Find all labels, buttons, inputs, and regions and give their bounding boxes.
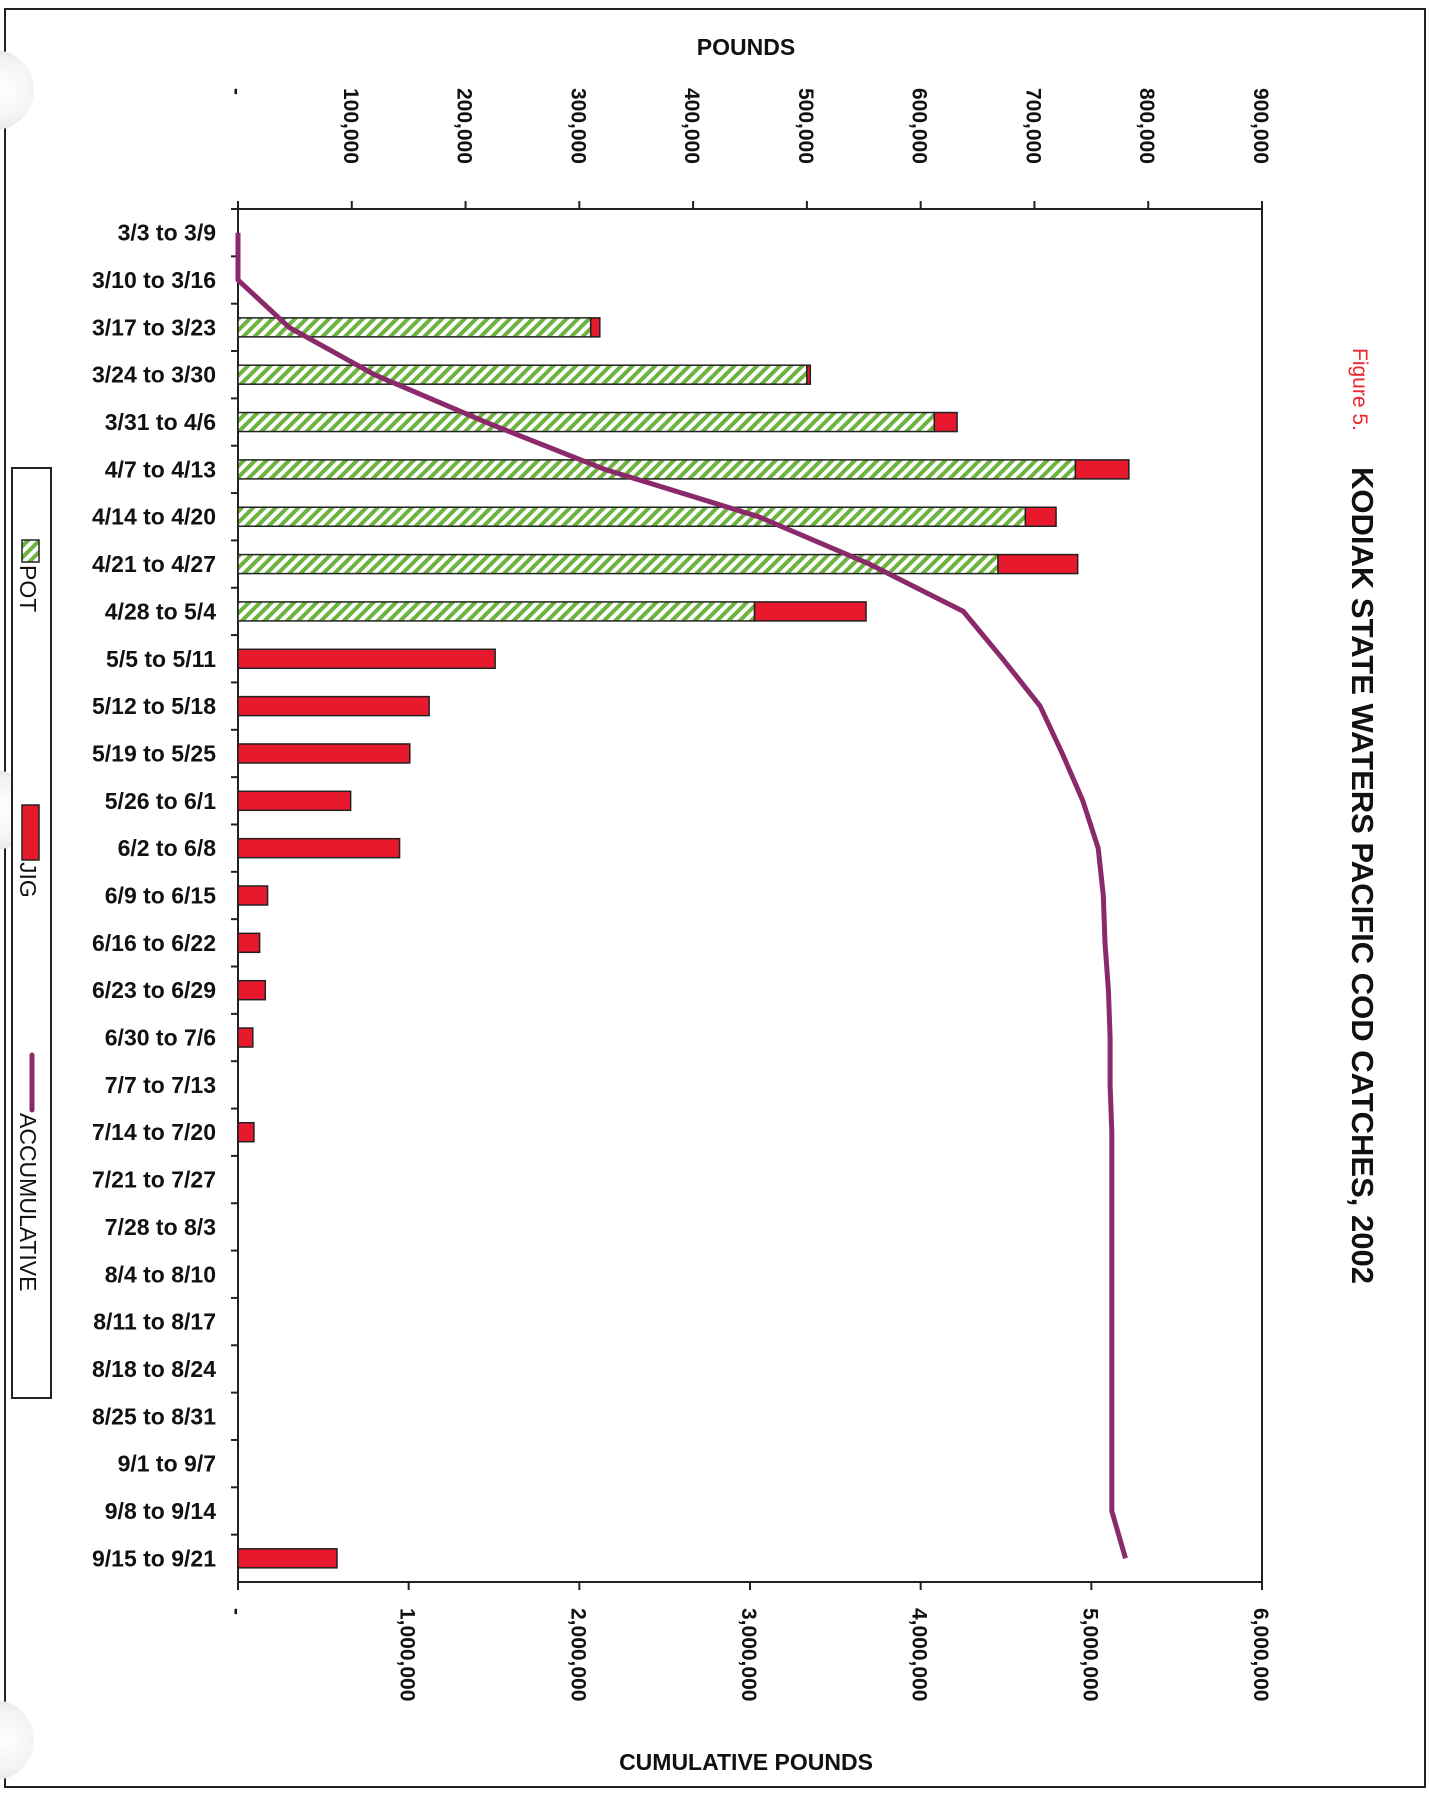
primary-tick-label: 100,000 <box>339 88 362 164</box>
category-labels: 3/3 to 3/9 3/10 to 3/16 3/17 to 3/23 3/24 t… <box>92 208 238 1571</box>
primary-tick-label: 800,000 <box>1135 88 1158 164</box>
category-label: 9/1 to 9/7 <box>118 1451 216 1477</box>
secondary-tick-label: 3,000,000 <box>737 1608 760 1701</box>
primary-axis-title: POUNDS <box>697 34 795 60</box>
primary-tick-label: 500,000 <box>794 88 817 164</box>
pot-bar <box>237 506 1027 527</box>
secondary-tick-label: 5,000,000 <box>1078 1608 1101 1701</box>
primary-tick-label: - <box>225 88 248 95</box>
primary-axis-ticks: - 100,000 200,000 300,000 400,000 500,000 600,… <box>225 88 1272 209</box>
category-label: 8/11 to 8/17 <box>93 1309 216 1335</box>
secondary-tick-label: 1,000,000 <box>396 1608 419 1701</box>
category-label: 7/28 to 8/3 <box>105 1214 216 1240</box>
chart-title: KODIAK STATE WATERS PACIFIC COD CATCHES,… <box>1345 467 1380 1284</box>
legend: POT JIG ACCUMULATIVE <box>11 467 52 1399</box>
jig-bar <box>806 364 812 385</box>
category-label: 8/4 to 8/10 <box>105 1261 216 1287</box>
jig-bar <box>237 837 401 859</box>
jig-bar <box>933 411 958 433</box>
primary-tick-label: 600,000 <box>908 88 931 164</box>
category-label: 4/21 to 4/27 <box>92 551 216 577</box>
category-label: 6/2 to 6/8 <box>118 835 217 861</box>
secondary-axis-ticks: - 1,000,000 2,000,000 3,000,000 4,000,000 5,0… <box>225 1582 1272 1701</box>
legend-jig-swatch <box>21 804 40 861</box>
secondary-tick-label: 6,000,000 <box>1249 1608 1272 1701</box>
secondary-axis-title: CUMULATIVE POUNDS <box>619 1749 873 1775</box>
primary-tick-label: 700,000 <box>1021 88 1044 164</box>
category-label: 6/30 to 7/6 <box>105 1025 216 1051</box>
jig-bar <box>237 1027 254 1048</box>
category-label: 3/3 to 3/9 <box>118 220 216 246</box>
category-label: 9/8 to 9/14 <box>105 1498 216 1524</box>
category-label: 5/12 to 5/18 <box>92 693 216 719</box>
category-label: 6/9 to 6/15 <box>105 883 216 909</box>
category-label: 7/21 to 7/27 <box>92 1167 216 1193</box>
pot-bar <box>237 364 808 385</box>
category-label: 6/23 to 6/29 <box>92 977 216 1003</box>
jig-bar <box>237 790 352 812</box>
jig-bar <box>997 553 1079 575</box>
jig-bar <box>237 1548 338 1569</box>
category-label: 3/31 to 4/6 <box>105 409 216 435</box>
jig-bar <box>237 648 496 670</box>
jig-bar <box>1024 506 1057 527</box>
accumulative-line <box>235 232 1128 1559</box>
category-label: 4/28 to 5/4 <box>105 598 216 624</box>
legend-pot-swatch <box>21 539 40 563</box>
pot-bar <box>237 601 756 622</box>
secondary-tick-label: - <box>225 1608 248 1615</box>
secondary-tick-label: 4,000,000 <box>908 1608 931 1701</box>
legend-jig-label: JIG <box>15 862 41 898</box>
jig-bar <box>1074 459 1130 480</box>
category-label: 5/19 to 5/25 <box>92 740 216 766</box>
jig-bar <box>753 601 867 622</box>
jig-bar <box>237 743 411 764</box>
category-label: 5/26 to 6/1 <box>105 788 216 814</box>
primary-tick-label: 400,000 <box>680 88 703 164</box>
jig-bar <box>237 1121 255 1143</box>
bars <box>237 317 1130 1569</box>
primary-tick-label: 300,000 <box>566 88 589 164</box>
jig-bar <box>237 979 267 1001</box>
primary-tick-label: 900,000 <box>1249 88 1272 164</box>
category-label: 5/5 to 5/11 <box>106 646 216 672</box>
legend-box <box>11 467 52 1399</box>
category-label: 7/14 to 7/20 <box>92 1119 216 1145</box>
primary-tick-label: 200,000 <box>453 88 476 164</box>
jig-bar <box>589 317 601 338</box>
jig-bar <box>237 932 261 954</box>
accumulative-line-layer <box>235 232 1128 1559</box>
category-label: 8/25 to 8/31 <box>92 1403 216 1429</box>
category-label: 3/17 to 3/23 <box>92 314 216 340</box>
category-label: 8/18 to 8/24 <box>92 1356 216 1382</box>
pot-bar <box>237 459 1077 480</box>
category-label: 4/14 to 4/20 <box>92 504 216 530</box>
category-label: 7/7 to 7/13 <box>105 1072 216 1098</box>
jig-bar <box>237 695 430 717</box>
pot-bar <box>237 411 936 433</box>
category-label: 9/15 to 9/21 <box>92 1545 216 1571</box>
category-label: 3/24 to 3/30 <box>92 362 216 388</box>
legend-pot-label: POT <box>15 565 41 612</box>
category-label: 3/10 to 3/16 <box>92 267 216 293</box>
secondary-tick-label: 2,000,000 <box>566 1608 589 1701</box>
category-label: 6/16 to 6/22 <box>92 930 216 956</box>
category-label: 4/7 to 4/13 <box>105 456 216 482</box>
jig-bar <box>237 885 269 906</box>
legend-accumulative-label: ACCUMULATIVE <box>15 1113 41 1292</box>
figure-label: Figure 5. <box>1348 348 1371 431</box>
